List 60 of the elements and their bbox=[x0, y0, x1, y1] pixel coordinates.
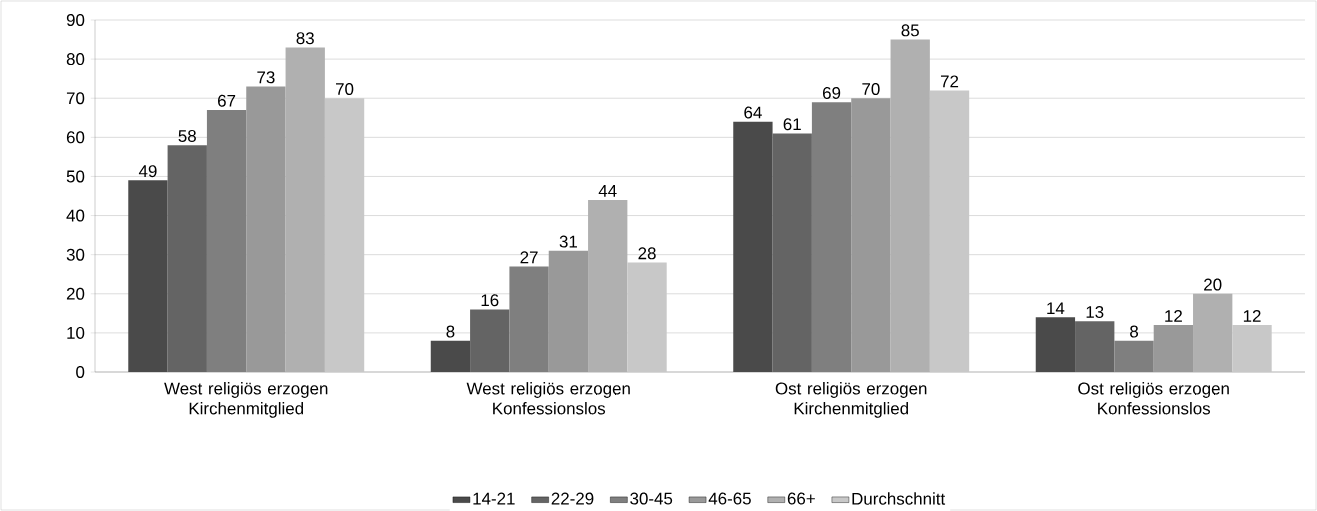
data-label: 31 bbox=[559, 235, 577, 248]
x-tick-label: Ost religiös erzogen Konfessionslos bbox=[1078, 382, 1229, 415]
bar bbox=[1153, 325, 1194, 372]
bar bbox=[246, 86, 286, 372]
data-label: 20 bbox=[1204, 278, 1222, 291]
data-label: 83 bbox=[296, 32, 314, 45]
legend-label: 46-65 bbox=[708, 492, 751, 505]
bar bbox=[627, 262, 667, 372]
bar bbox=[167, 145, 207, 372]
data-label: 12 bbox=[1243, 310, 1261, 322]
data-label: 14 bbox=[1047, 302, 1065, 315]
y-tick-label: 90 bbox=[66, 14, 85, 27]
y-tick-label: 60 bbox=[66, 131, 85, 144]
bar bbox=[851, 98, 891, 372]
y-tick-label: 40 bbox=[66, 209, 85, 222]
x-tick-label: Ost religiös erzogen Kirchenmitglied bbox=[775, 382, 927, 418]
y-tick-label: 30 bbox=[66, 248, 85, 261]
data-label: 85 bbox=[901, 24, 919, 37]
bar bbox=[430, 340, 471, 372]
y-tick-label: 70 bbox=[66, 92, 85, 105]
legend-label: 66+ bbox=[787, 492, 815, 505]
data-label: 61 bbox=[783, 118, 801, 131]
data-label: 27 bbox=[520, 251, 538, 264]
x-tick-label: West religiös erzogen Konfessionslos bbox=[466, 382, 630, 415]
bar bbox=[733, 121, 773, 372]
bar bbox=[128, 180, 168, 372]
y-tick-label: 50 bbox=[66, 170, 85, 183]
data-label: 70 bbox=[336, 83, 354, 96]
data-label: 44 bbox=[598, 185, 617, 197]
data-label: 73 bbox=[257, 71, 275, 84]
y-tick-label: 0 bbox=[76, 366, 85, 378]
bar bbox=[470, 309, 510, 372]
legend-label: 22-29 bbox=[551, 492, 594, 505]
data-label: 16 bbox=[481, 294, 499, 307]
bar bbox=[1035, 317, 1076, 372]
bar bbox=[1232, 325, 1272, 372]
bar bbox=[772, 133, 812, 372]
bar bbox=[929, 90, 970, 372]
data-label: 58 bbox=[178, 129, 196, 142]
data-label: 72 bbox=[940, 75, 959, 88]
data-label: 64 bbox=[744, 106, 762, 119]
legend-label: 14-21 bbox=[473, 492, 515, 505]
data-label: 28 bbox=[638, 247, 656, 260]
data-label: 49 bbox=[138, 165, 157, 178]
data-label: 13 bbox=[1086, 305, 1104, 318]
data-label: 69 bbox=[823, 86, 841, 99]
x-tick-label: West religiös erzogen Kirchenmitglied bbox=[164, 382, 328, 418]
data-label: 8 bbox=[446, 325, 455, 338]
data-label: 67 bbox=[218, 94, 236, 107]
data-label: 70 bbox=[862, 83, 880, 96]
bar bbox=[324, 98, 365, 372]
bar bbox=[548, 250, 589, 372]
data-label: 12 bbox=[1165, 310, 1182, 322]
legend-label: 30-45 bbox=[630, 492, 673, 505]
data-label: 8 bbox=[1130, 325, 1139, 338]
y-tick-label: 20 bbox=[66, 287, 85, 300]
y-tick-label: 10 bbox=[67, 326, 85, 339]
bar bbox=[1075, 321, 1115, 372]
legend-label: Durchschnitt bbox=[852, 492, 946, 505]
y-tick-label: 80 bbox=[66, 53, 85, 66]
